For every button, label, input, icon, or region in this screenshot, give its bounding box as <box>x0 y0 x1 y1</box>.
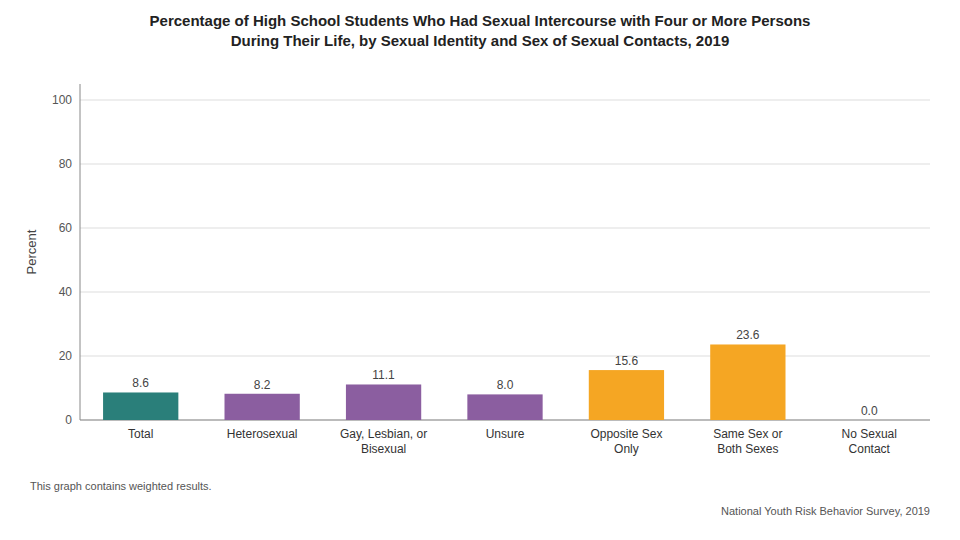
title: Percentage of High School Students Who H… <box>150 12 811 49</box>
data-label: 8.0 <box>497 378 514 392</box>
bar <box>832 420 907 421</box>
text-line: During Their Life, by Sexual Identity an… <box>231 32 729 49</box>
bar <box>467 394 542 420</box>
text-line: Opposite Sex <box>590 427 662 441</box>
grid-line <box>80 100 930 101</box>
x-tick-label: Gay, Lesbian, orBisexual <box>340 427 427 456</box>
x-tick-label: Same Sex orBoth Sexes <box>713 427 782 456</box>
annotation: This graph contains weighted results. <box>30 480 212 492</box>
labels: 8.6 8.2 11.1 8.0 15.6 23.6 0.0 <box>132 328 878 418</box>
x-tick-label: Total <box>128 427 153 441</box>
data-label: 15.6 <box>615 354 639 368</box>
text-line: Bisexual <box>361 442 406 456</box>
bars <box>103 344 785 420</box>
text-line: Heterosexual <box>227 427 298 441</box>
y-tick-label: 40 <box>59 285 73 299</box>
annotation: National Youth Risk Behavior Survey, 201… <box>721 505 930 517</box>
chart-svg: Percentage of High School Students Who H… <box>0 0 960 540</box>
text-line: Unsure <box>486 427 525 441</box>
data-label: 23.6 <box>736 328 760 342</box>
text-line: Gay, Lesbian, or <box>340 427 427 441</box>
text-line: Total <box>128 427 153 441</box>
y-tick-label: 60 <box>59 221 73 235</box>
text-line: Only <box>614 442 639 456</box>
y-axis-label: Percent <box>24 229 39 274</box>
y-tick-label: 20 <box>59 349 73 363</box>
y-tick-label: 100 <box>52 93 72 107</box>
grid-line <box>80 228 930 229</box>
grid-line <box>80 356 930 357</box>
x-tick-label: Opposite SexOnly <box>590 427 662 456</box>
bar <box>103 392 178 420</box>
bar <box>589 370 664 420</box>
text-line: Percentage of High School Students Who H… <box>150 12 811 29</box>
chart-container: Percentage of High School Students Who H… <box>0 0 960 540</box>
bar <box>346 384 421 420</box>
grid <box>80 100 930 420</box>
data-label: 8.6 <box>132 376 149 390</box>
x-tick-label: Unsure <box>486 427 525 441</box>
grid-line <box>80 292 930 293</box>
x-tick-label: No SexualContact <box>842 427 897 456</box>
data-label: 8.2 <box>254 378 271 392</box>
grid-line <box>80 164 930 165</box>
x-tick-label: Heterosexual <box>227 427 298 441</box>
y-axis-line <box>80 84 81 420</box>
bar <box>225 394 300 420</box>
data-label: 0.0 <box>861 404 878 418</box>
bar <box>710 344 785 420</box>
text-line: Same Sex or <box>713 427 782 441</box>
y-tick-label: 80 <box>59 157 73 171</box>
text-line: Contact <box>849 442 891 456</box>
text-line: Both Sexes <box>717 442 778 456</box>
text-line: No Sexual <box>842 427 897 441</box>
data-label: 11.1 <box>372 368 395 382</box>
y-tick-label: 0 <box>65 413 72 427</box>
